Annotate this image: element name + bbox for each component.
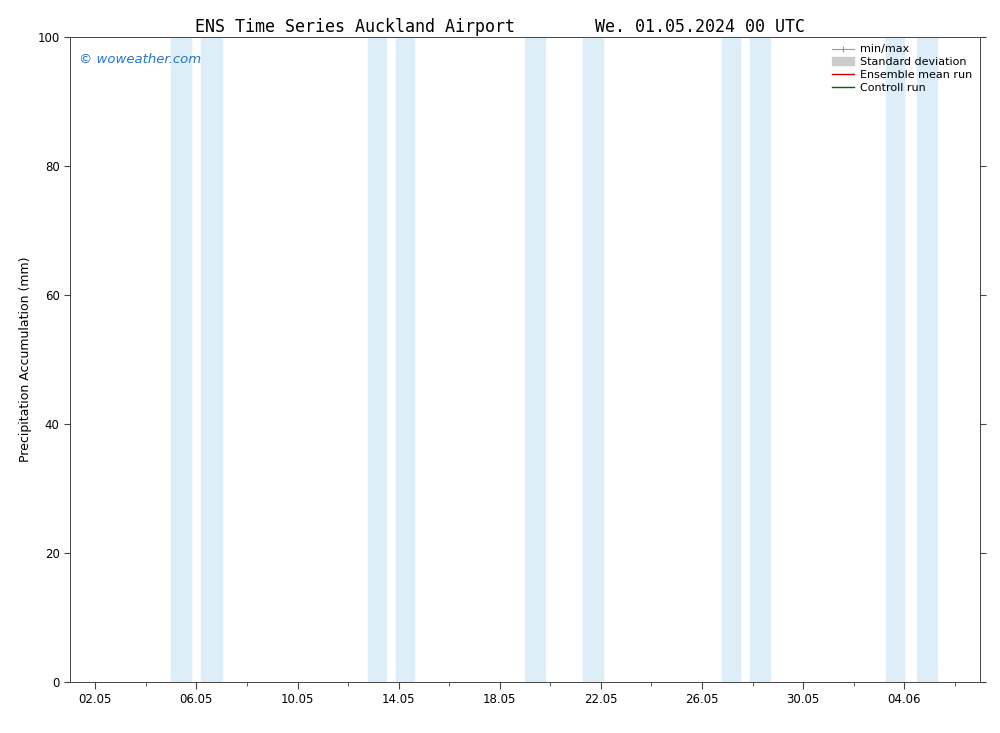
Y-axis label: Precipitation Accumulation (mm): Precipitation Accumulation (mm) xyxy=(19,257,32,462)
Bar xyxy=(722,37,740,682)
Text: © woweather.com: © woweather.com xyxy=(79,53,201,66)
Bar xyxy=(368,37,386,682)
Bar xyxy=(525,37,545,682)
Bar xyxy=(396,37,414,682)
Bar xyxy=(171,37,191,682)
Bar xyxy=(583,37,603,682)
Legend: min/max, Standard deviation, Ensemble mean run, Controll run: min/max, Standard deviation, Ensemble me… xyxy=(830,43,974,95)
Bar xyxy=(201,37,222,682)
Bar xyxy=(886,37,904,682)
Bar xyxy=(917,37,937,682)
Text: ENS Time Series Auckland Airport        We. 01.05.2024 00 UTC: ENS Time Series Auckland Airport We. 01.… xyxy=(195,18,805,37)
Bar xyxy=(750,37,770,682)
